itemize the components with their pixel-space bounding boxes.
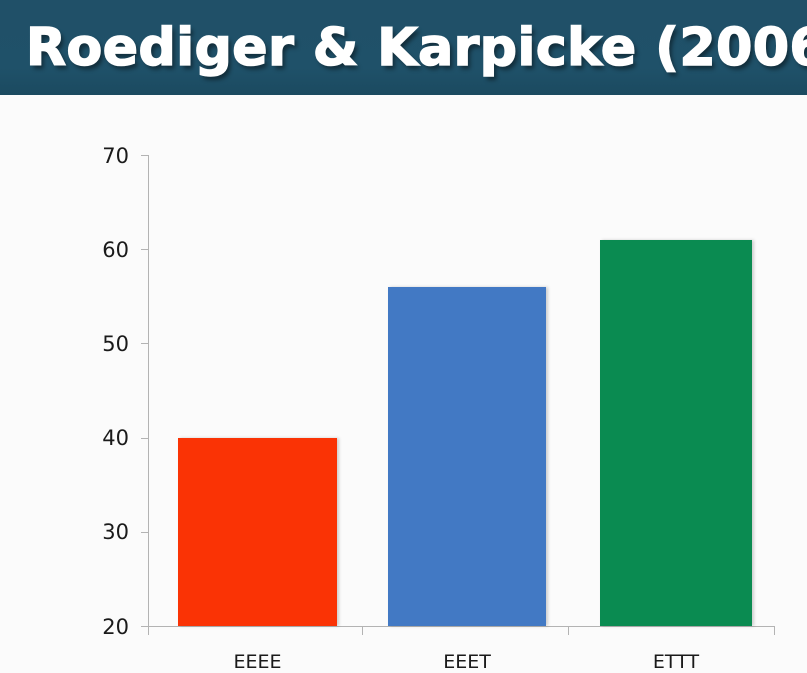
- y-axis-tick-label: 70: [102, 143, 129, 168]
- bar-ettt: [600, 239, 752, 626]
- y-axis-tick-label: 50: [102, 331, 129, 356]
- x-axis-tick: [362, 626, 363, 635]
- title-banner: Roediger & Karpicke (2006): [0, 0, 807, 95]
- bar-eeee: [178, 437, 337, 626]
- plot-area: 70 60 50 40 30 20 EEEE EEET ETTT: [102, 144, 775, 673]
- y-axis-tick-label: 60: [102, 237, 129, 262]
- y-axis-tick: 40: [102, 426, 149, 450]
- x-axis-label-ettt: ETTT: [652, 651, 700, 673]
- x-axis-line: [148, 626, 775, 627]
- x-axis-label-eeet: EEET: [443, 651, 491, 673]
- page-title: Roediger & Karpicke (2006): [25, 17, 807, 78]
- x-axis-tick: [568, 626, 569, 635]
- bar-chart: 70 60 50 40 30 20 EEEE EEET ETTT: [0, 95, 807, 673]
- bar-eeet: [388, 286, 546, 626]
- y-axis-tick: 50: [102, 332, 149, 356]
- x-axis-tick: [774, 626, 775, 635]
- y-axis-tick: 60: [102, 238, 149, 262]
- y-axis-tick: 70: [102, 144, 149, 168]
- y-axis-tick-label: 40: [102, 426, 129, 451]
- x-axis-label-eeee: EEEE: [233, 651, 282, 673]
- y-axis-tick: 30: [102, 520, 149, 544]
- y-axis-line: [148, 155, 149, 627]
- x-axis-tick: [148, 626, 149, 635]
- y-axis-tick-label: 30: [102, 520, 129, 545]
